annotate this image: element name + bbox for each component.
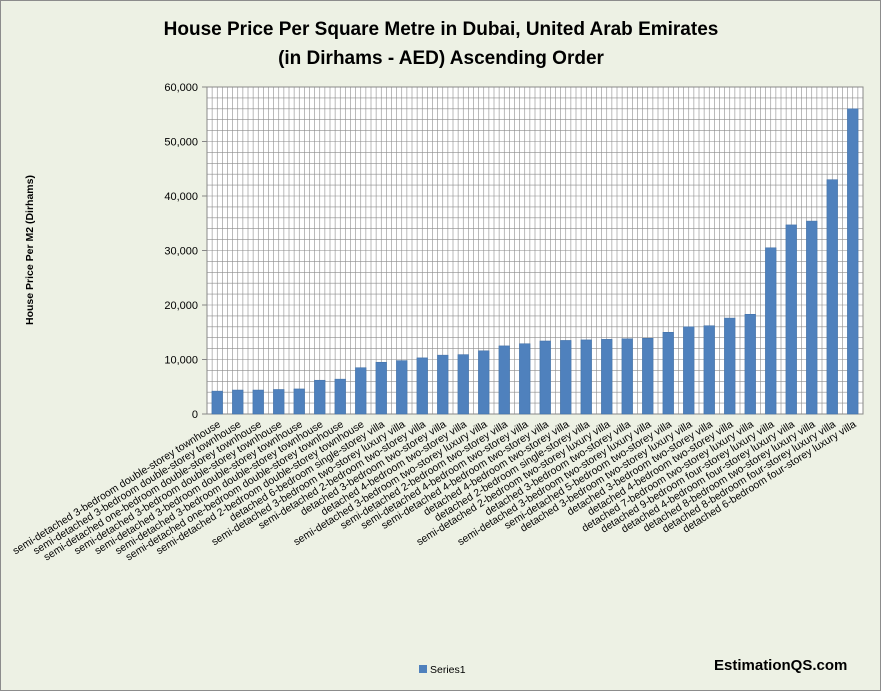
bar xyxy=(539,340,551,415)
bar xyxy=(457,354,469,415)
bars-series1 xyxy=(211,108,859,415)
bar xyxy=(806,220,818,415)
chart-title-line-2: (in Dirhams - AED) Ascending Order xyxy=(278,48,604,69)
bar xyxy=(519,343,531,415)
x-axis-category-labels: semi-detached 3-bedroom double-storey to… xyxy=(11,418,859,563)
chart-title-line-1: House Price Per Square Metre in Dubai, U… xyxy=(164,19,719,40)
y-tick-label: 20,000 xyxy=(164,300,198,312)
bar xyxy=(375,361,387,415)
bar xyxy=(662,332,674,415)
bar xyxy=(314,379,326,415)
y-tick-label: 50,000 xyxy=(164,137,198,149)
bar xyxy=(273,389,285,415)
bar xyxy=(416,357,428,415)
bar xyxy=(703,325,715,415)
bar xyxy=(683,326,695,415)
bar xyxy=(355,367,367,415)
bar xyxy=(478,350,490,415)
bar xyxy=(580,339,592,415)
legend-swatch xyxy=(419,665,427,673)
bar xyxy=(396,360,408,415)
bar xyxy=(437,354,449,415)
brand-watermark: EstimationQS.com xyxy=(714,657,847,674)
y-tick-label: 60,000 xyxy=(164,82,198,94)
bar xyxy=(601,339,613,415)
bar xyxy=(560,340,572,415)
y-axis-ticks: 0 10,000 20,000 30,000 40,000 50,000 60,000 xyxy=(164,82,207,421)
bar xyxy=(765,247,777,415)
bar xyxy=(621,338,633,415)
bar xyxy=(642,337,654,415)
bar xyxy=(826,179,838,415)
bar xyxy=(785,224,797,415)
y-axis-title: House Price Per M2 (Dirhams) xyxy=(24,175,36,325)
bar xyxy=(724,317,736,415)
bar xyxy=(252,389,264,415)
bar xyxy=(293,388,305,415)
bar xyxy=(334,378,346,415)
bar xyxy=(744,314,756,415)
y-tick-label: 10,000 xyxy=(164,355,198,367)
y-tick-label: 0 xyxy=(192,409,198,421)
y-tick-label: 40,000 xyxy=(164,191,198,203)
bar xyxy=(498,345,510,415)
y-tick-label: 30,000 xyxy=(164,246,198,258)
bar xyxy=(232,389,244,415)
bar xyxy=(847,108,859,415)
legend-label-series1: Series1 xyxy=(430,664,466,676)
bar xyxy=(211,390,223,415)
